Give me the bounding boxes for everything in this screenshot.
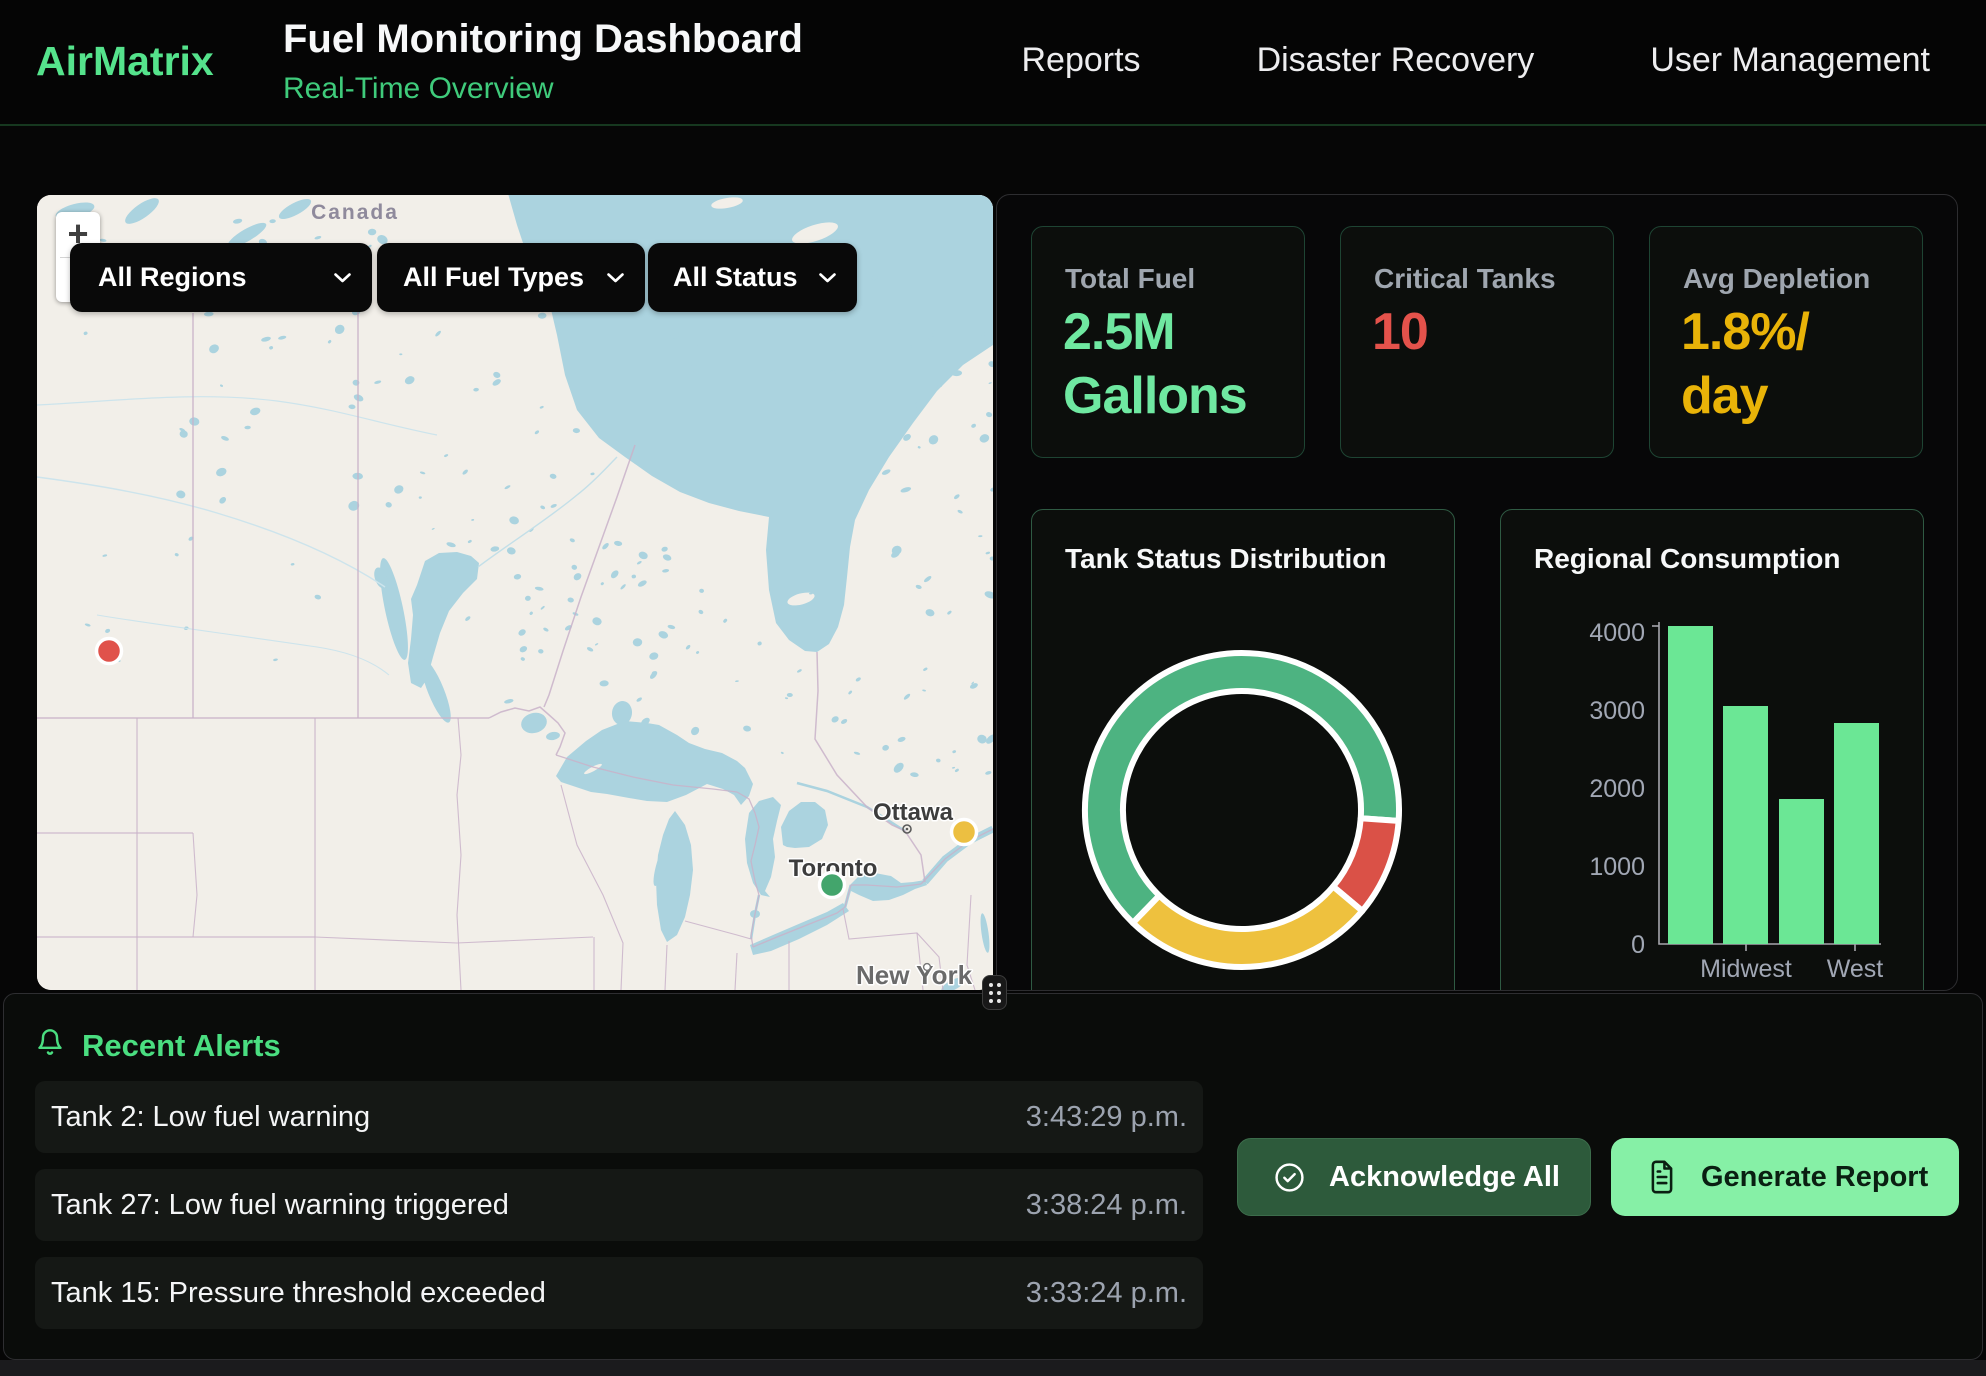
svg-text:1000: 1000 <box>1589 853 1645 881</box>
svg-text:Midwest: Midwest <box>1700 955 1792 983</box>
svg-text:Ottawa: Ottawa <box>873 799 954 826</box>
svg-text:West: West <box>1827 955 1884 983</box>
svg-text:0: 0 <box>1631 931 1645 959</box>
svg-text:2000: 2000 <box>1589 775 1645 803</box>
svg-text:3000: 3000 <box>1589 697 1645 725</box>
svg-text:4000: 4000 <box>1589 619 1645 647</box>
svg-text:Canada: Canada <box>311 201 399 224</box>
svg-text:New York: New York <box>856 960 973 990</box>
